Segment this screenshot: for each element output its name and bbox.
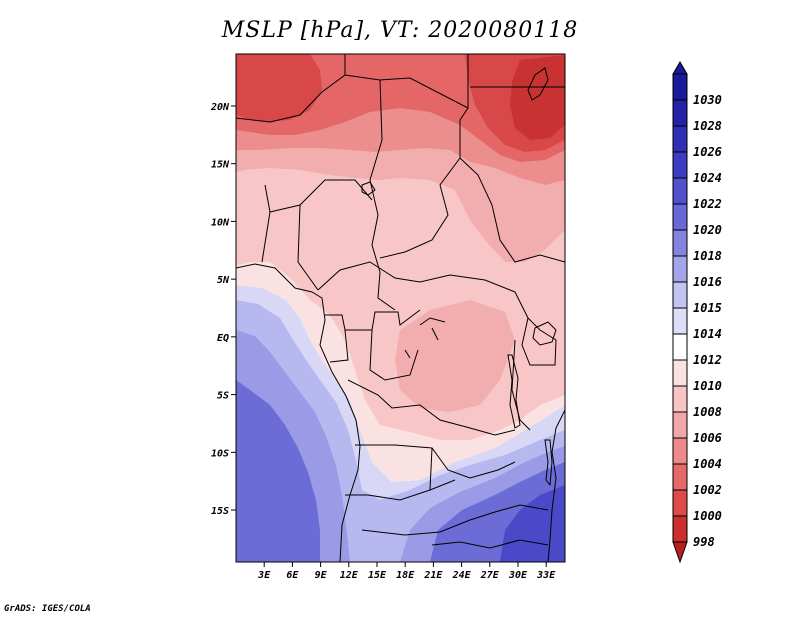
colorbar-segment — [672, 333, 688, 361]
lon-tick-label: 24E — [452, 570, 472, 581]
lat-tick-label: 10N — [211, 217, 230, 228]
lon-tick-label: 30E — [508, 570, 528, 581]
low-pressure-interior — [395, 300, 515, 412]
colorbar-segment — [672, 99, 688, 127]
colorbar-segment — [672, 463, 688, 491]
border-north-1 — [236, 74, 469, 123]
colorbar-segment — [672, 177, 688, 205]
colorbar-segment — [672, 229, 688, 257]
border-central-1 — [459, 157, 565, 263]
lat-tick-label: 15N — [211, 160, 230, 171]
colorbar-label: 1000 — [693, 509, 722, 523]
coastline-east — [547, 409, 565, 562]
colorbar-label: 1008 — [693, 405, 722, 419]
lon-tick-label: 33E — [536, 570, 556, 581]
colorbar-label: 1004 — [693, 457, 722, 471]
colorbar-segment — [672, 125, 688, 153]
colorbar-label: 998 — [693, 535, 715, 549]
longitude-axis: 3E 6E 9E 12E 15E 18E 21E 24E 27E 30E 33E — [257, 562, 556, 581]
colorbar-segment — [672, 255, 688, 283]
grads-credit: GrADS: IGES/COLA — [4, 604, 91, 614]
border-central-6 — [329, 329, 419, 381]
border-south-1 — [355, 444, 516, 479]
low-pressure-band-6 — [236, 54, 565, 152]
colorbar-segment — [672, 307, 688, 335]
map-title: MSLP [hPa], VT: 2020080118 — [221, 18, 579, 43]
border-south-2 — [345, 447, 456, 501]
border-north-2 — [344, 54, 396, 311]
colorbar-segment — [672, 151, 688, 179]
colorbar-segment — [672, 281, 688, 309]
colorbar-top-arrow — [672, 61, 688, 75]
border-east-2 — [511, 317, 557, 431]
lon-tick-label: 18E — [396, 570, 415, 581]
lon-tick-label: 21E — [423, 570, 443, 581]
colorbar-segment — [672, 73, 688, 101]
plot-frame — [235, 53, 566, 563]
colorbar-label: 1006 — [693, 431, 722, 445]
colorbar-label: 1020 — [693, 223, 722, 237]
latitude-axis: 20N 15N 10N 5N EQ 5S 10S 15S — [210, 102, 236, 517]
lake-malawi — [544, 439, 553, 487]
colorbar-segment — [672, 385, 688, 413]
lake-victoria — [532, 321, 557, 346]
lat-tick-label: 10S — [211, 448, 229, 459]
colorbar-label: 1012 — [693, 353, 722, 367]
border-central-2 — [269, 179, 373, 213]
colorbar-segment — [672, 203, 688, 231]
colorbar-segment — [672, 515, 688, 543]
high-pressure-band-4 — [236, 380, 320, 562]
border-central-4 — [317, 261, 529, 319]
lat-tick-label: EQ — [217, 333, 229, 344]
colorbar-label: 1014 — [693, 327, 722, 341]
colorbar-label: 1016 — [693, 275, 722, 289]
colorbar-label: 1010 — [693, 379, 722, 393]
border-north-3 — [379, 54, 469, 259]
colorbar-bottom-arrow — [672, 541, 688, 564]
lon-tick-label: 9E — [315, 570, 328, 581]
colorbar-segment — [672, 437, 688, 465]
colorbar-segment — [672, 411, 688, 439]
lake-tanganyika — [507, 354, 521, 429]
lat-tick-label: 5N — [217, 275, 230, 286]
lat-tick-label: 15S — [211, 506, 229, 517]
low-pressure-core-northeast — [510, 55, 565, 140]
high-pressure-core-southeast — [500, 485, 565, 562]
pressure-field — [236, 54, 565, 562]
colorbar-label: 1028 — [693, 119, 722, 133]
lon-tick-label: 6E — [286, 570, 299, 581]
lake-chad — [361, 181, 376, 196]
colorbar: 1030 1028 1026 1024 1022 1020 1018 1016 1015 1014… — [672, 61, 722, 564]
lat-tick-label: 5S — [217, 391, 229, 402]
border-central-7 — [347, 379, 516, 436]
coastline-west — [236, 263, 361, 562]
colorbar-label: 1026 — [693, 145, 722, 159]
colorbar-label: 1018 — [693, 249, 722, 263]
colorbar-label: 1030 — [693, 93, 722, 107]
border-central-5 — [325, 309, 421, 331]
lon-tick-label: 3E — [257, 570, 271, 581]
colorbar-segment — [672, 359, 688, 387]
lat-tick-label: 20N — [210, 102, 230, 113]
border-central-3 — [261, 184, 319, 291]
border-south-3 — [361, 504, 549, 536]
colorbar-label: 1015 — [693, 301, 722, 315]
congo-river-1 — [404, 317, 446, 359]
lon-tick-label: 12E — [340, 570, 359, 581]
colorbar-label: 1024 — [693, 171, 722, 185]
colorbar-label: 1022 — [693, 197, 722, 211]
lon-tick-label: 27E — [480, 570, 500, 581]
borders — [236, 54, 565, 562]
colorbar-label: 1002 — [693, 483, 722, 497]
colorbar-segment — [672, 489, 688, 517]
border-south-4 — [431, 539, 549, 549]
lake-turkana-area — [527, 67, 549, 101]
lon-tick-label: 15E — [368, 570, 387, 581]
